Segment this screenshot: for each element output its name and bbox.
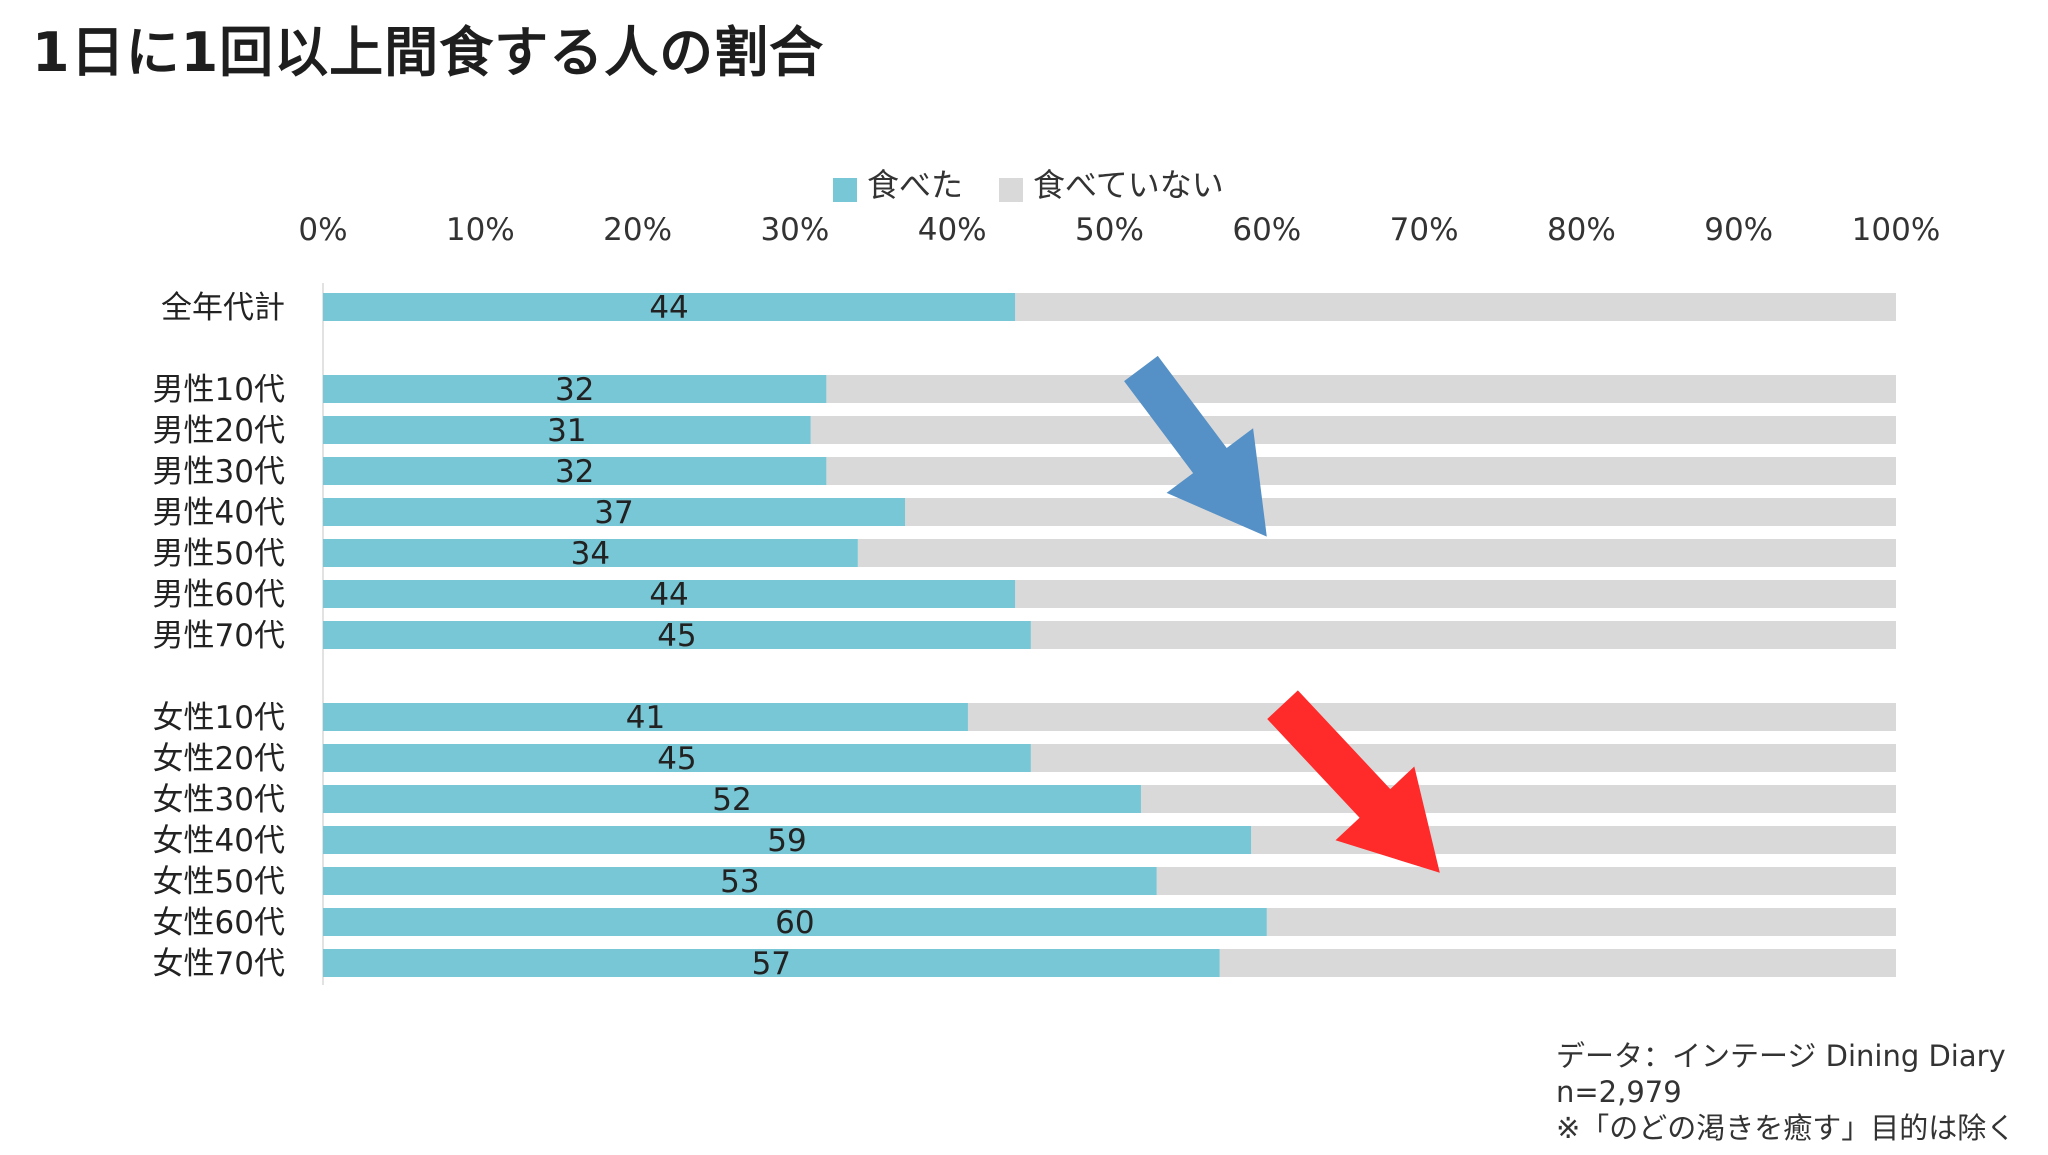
category-label: 女性70代 [153,946,285,982]
bar-not-eaten [1140,785,1896,813]
category-label: 女性50代 [153,864,285,900]
bar-not-eaten [857,539,1896,567]
bar-not-eaten [810,416,1896,444]
category-label: 女性30代 [153,782,285,818]
legend-label-1: 食べた [867,166,963,204]
category-label: 男性70代 [153,618,285,654]
data-label: 32 [555,454,594,490]
bar-eaten [323,539,858,567]
category-label: 女性20代 [153,741,285,777]
x-tick-label: 90% [1704,212,1773,248]
data-label: 59 [767,823,806,859]
annotation-arrow-red [1267,690,1440,873]
x-tick-label: 50% [1075,212,1144,248]
bar-eaten [323,293,1016,321]
bar-not-eaten [1030,621,1896,649]
data-label: 45 [657,618,696,654]
source-line-3: ※「のどの渇きを癒す」目的は除く [1556,1111,2016,1145]
bar-eaten [323,621,1031,649]
bar-not-eaten [905,498,1896,526]
data-label: 32 [555,372,594,408]
data-label: 53 [720,864,759,900]
bar-not-eaten [1219,949,1896,977]
x-tick-label: 0% [298,212,347,248]
x-tick-label: 40% [918,212,987,248]
x-tick-label: 100% [1852,212,1941,248]
data-label: 45 [657,741,696,777]
source-note: データ：インテージ Dining Diary n=2,979 ※「のどの渇きを癒… [1556,1038,2015,1146]
category-label: 男性30代 [153,454,285,490]
data-label: 57 [752,946,791,982]
annotation-arrow-blue [1124,355,1267,537]
data-label: 37 [594,495,633,531]
category-label: 男性40代 [153,495,285,531]
bar-eaten [323,580,1016,608]
bar-eaten [323,908,1267,936]
category-label: 全年代計 [161,290,285,326]
category-label: 女性40代 [153,823,285,859]
x-tick-label: 30% [760,212,829,248]
data-label: 44 [649,290,688,326]
bar-eaten [323,949,1220,977]
category-label: 男性60代 [153,577,285,613]
bar-not-eaten [1266,908,1896,936]
bar-not-eaten [826,457,1896,485]
bar-not-eaten [1015,293,1896,321]
chart-title: 1日に1回以上間食する人の割合 [32,21,825,84]
bar-eaten [323,785,1141,813]
category-label: 女性10代 [153,700,285,736]
bar-eaten [323,375,827,403]
bar-not-eaten [1030,744,1896,772]
legend-swatch-2 [999,178,1023,202]
x-tick-label: 70% [1390,212,1459,248]
bar-eaten [323,498,906,526]
data-label: 60 [775,905,814,941]
data-label: 44 [649,577,688,613]
bar-not-eaten [826,375,1896,403]
data-label: 34 [571,536,610,572]
data-label: 41 [626,700,665,736]
source-line-2: n=2,979 [1556,1075,1682,1109]
category-label: 男性20代 [153,413,285,449]
category-label: 男性50代 [153,536,285,572]
legend-label-2: 食べていない [1033,166,1224,204]
x-tick-label: 20% [603,212,672,248]
bar-eaten [323,457,827,485]
x-tick-label: 10% [446,212,515,248]
bar-eaten [323,416,811,444]
category-label: 女性60代 [153,905,285,941]
source-line-1: データ：インテージ Dining Diary [1556,1039,2006,1073]
x-tick-label: 80% [1547,212,1616,248]
bar-eaten [323,744,1031,772]
category-label: 男性10代 [153,372,285,408]
bar-not-eaten [967,703,1896,731]
bar-not-eaten [1156,867,1896,895]
data-label: 52 [712,782,751,818]
data-label: 31 [547,413,586,449]
bar-not-eaten [1015,580,1896,608]
bar-eaten [323,867,1157,895]
bar-eaten [323,703,968,731]
bar-eaten [323,826,1252,854]
legend-swatch-1 [833,178,857,202]
x-tick-label: 60% [1232,212,1301,248]
